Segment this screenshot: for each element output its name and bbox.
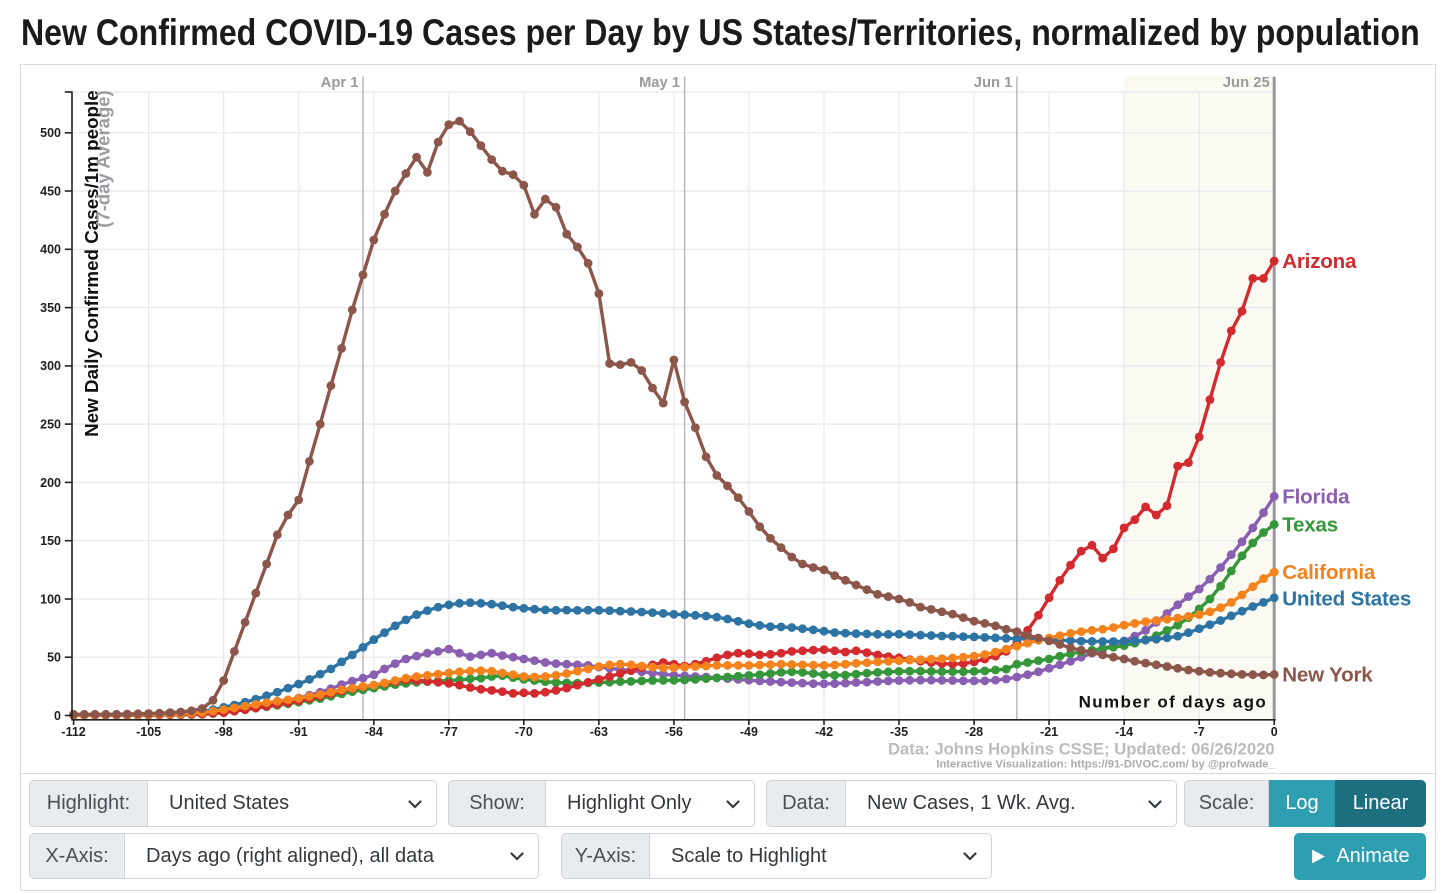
- svg-text:350: 350: [40, 301, 61, 315]
- svg-text:Apr 1: Apr 1: [321, 75, 359, 91]
- svg-text:150: 150: [40, 534, 61, 548]
- svg-text:May 1: May 1: [639, 75, 680, 91]
- svg-text:Arizona: Arizona: [1282, 250, 1357, 273]
- svg-text:300: 300: [40, 359, 61, 373]
- svg-text:-56: -56: [665, 725, 683, 739]
- svg-text:100: 100: [40, 592, 61, 606]
- svg-text:Texas: Texas: [1282, 513, 1338, 536]
- svg-text:-91: -91: [290, 725, 308, 739]
- svg-text:-98: -98: [215, 725, 233, 739]
- svg-text:450: 450: [40, 184, 61, 198]
- svg-text:-84: -84: [365, 725, 383, 739]
- svg-text:-7: -7: [1194, 725, 1205, 739]
- svg-text:0: 0: [1271, 725, 1278, 739]
- svg-text:250: 250: [40, 418, 61, 432]
- svg-text:400: 400: [40, 243, 61, 257]
- svg-text:New York: New York: [1282, 663, 1373, 686]
- svg-text:(7-day Average): (7-day Average): [93, 90, 114, 227]
- svg-text:-77: -77: [440, 725, 458, 739]
- svg-text:-21: -21: [1040, 725, 1058, 739]
- svg-text:Interactive Visualization: htt: Interactive Visualization: https://91-DI…: [936, 759, 1275, 771]
- svg-text:-63: -63: [590, 725, 608, 739]
- svg-text:Jun 1: Jun 1: [974, 75, 1013, 91]
- svg-text:-28: -28: [965, 725, 983, 739]
- svg-text:500: 500: [40, 126, 61, 140]
- svg-text:-42: -42: [815, 725, 833, 739]
- svg-text:0: 0: [54, 709, 61, 723]
- svg-text:-105: -105: [136, 725, 161, 739]
- svg-text:-14: -14: [1115, 725, 1133, 739]
- svg-text:California: California: [1282, 561, 1376, 584]
- svg-text:Number of days ago: Number of days ago: [1079, 693, 1268, 712]
- svg-text:Jun 25: Jun 25: [1223, 75, 1270, 91]
- svg-text:200: 200: [40, 476, 61, 490]
- svg-text:Florida: Florida: [1282, 485, 1350, 508]
- svg-text:-112: -112: [61, 725, 85, 739]
- svg-text:-70: -70: [515, 725, 533, 739]
- svg-text:-49: -49: [740, 725, 758, 739]
- svg-text:-35: -35: [890, 725, 908, 739]
- svg-text:Data: Johns Hopkins CSSE; Upda: Data: Johns Hopkins CSSE; Updated: 06/26…: [888, 740, 1275, 759]
- svg-text:New Daily Confirmed Cases/1m p: New Daily Confirmed Cases/1m people: [81, 90, 102, 437]
- svg-text:50: 50: [47, 651, 61, 665]
- svg-text:United States: United States: [1282, 587, 1411, 610]
